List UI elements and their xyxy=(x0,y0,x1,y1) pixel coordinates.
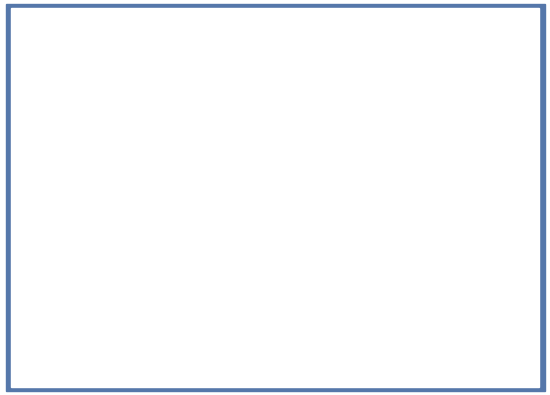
X-axis label: Volumetric Moisture: Volumetric Moisture xyxy=(349,25,460,35)
X-axis label: Volumetric Moisture: Volumetric Moisture xyxy=(90,25,201,35)
Y-axis label: Depth in Feet: Depth in Feet xyxy=(14,176,24,251)
Legend: 21 April, 18 May, 8 June, 15-Jun, 1-Jul-05, 4 Aug 05, 13-Sep-05: 21 April, 18 May, 8 June, 15-Jun, 1-Jul-… xyxy=(442,207,503,271)
Y-axis label: Depth in Feet: Depth in Feet xyxy=(273,176,283,251)
Legend: 5 Apr 05, 21-Apr, 18-May, 15-Jun, 1-Jul-05, 15 July 05, 4 Aug 05: 5 Apr 05, 21-Apr, 18-May, 15-Jun, 1-Jul-… xyxy=(184,207,244,271)
